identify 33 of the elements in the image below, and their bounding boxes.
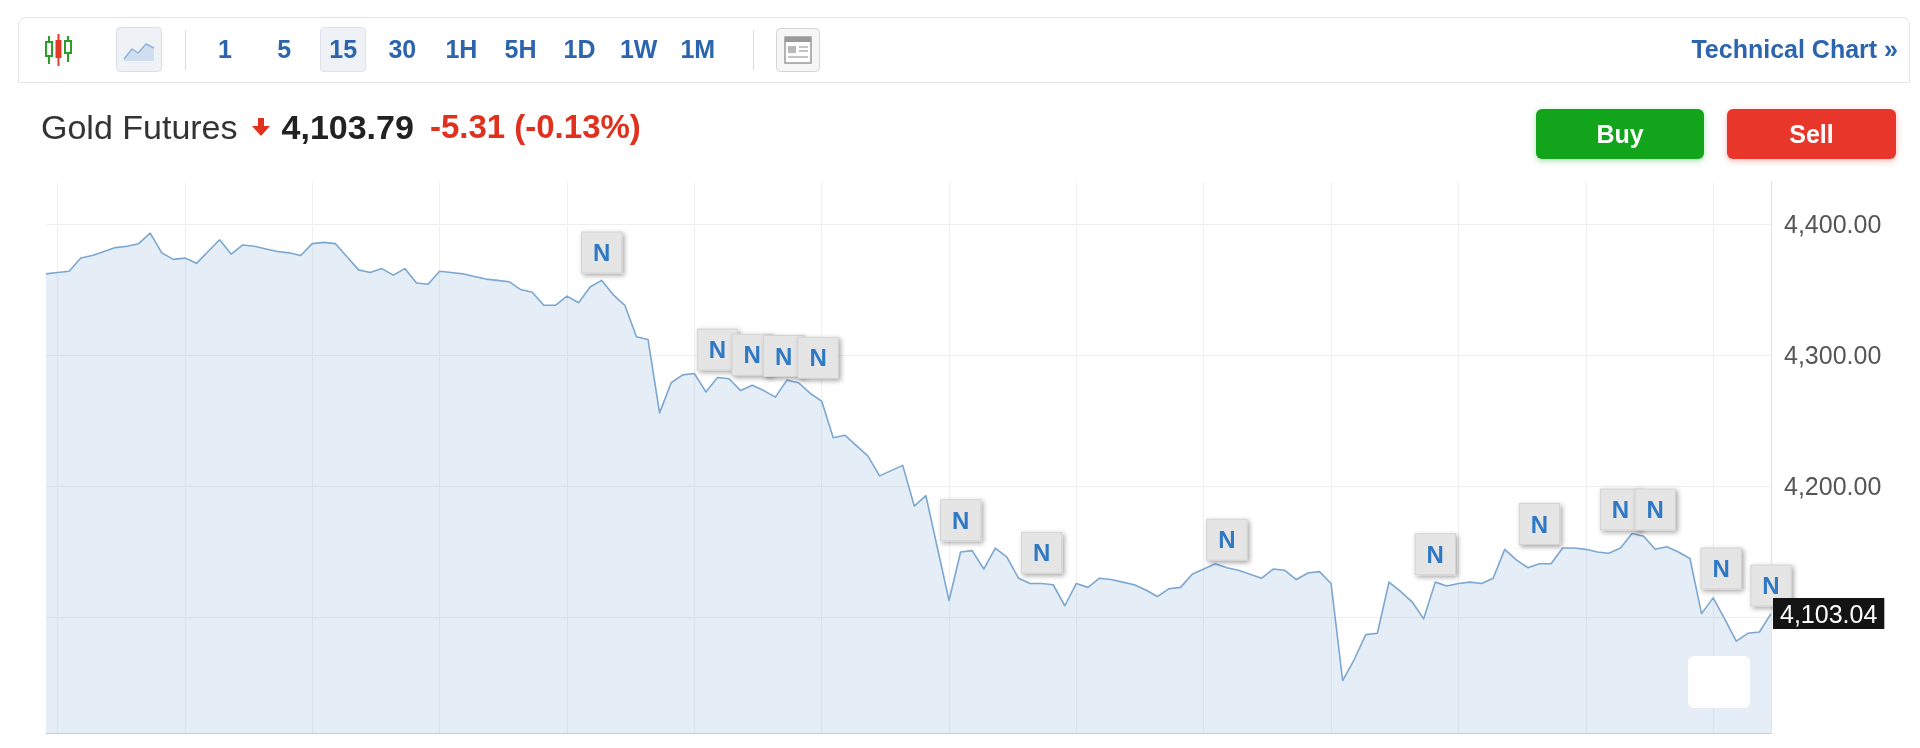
text: 5H [504,35,537,64]
data-label: N [708,335,727,363]
data-label: N [1032,539,1051,567]
chart-subtitle: 4,103.79 [281,107,414,147]
text: 30 [388,35,417,64]
text: 15 [329,35,358,64]
data-label: N [1218,526,1236,554]
sell-button: Sell [1727,109,1896,159]
data-label: N [1712,555,1730,583]
data-label: N [775,342,793,370]
text: Technical Chart » [1691,34,1898,64]
data-label: N [1762,572,1780,600]
text: 1W [619,35,658,64]
data-label: N [1530,510,1549,538]
text: -5.31 (-0.13%) [429,108,641,146]
data-label: N [743,341,761,369]
data-label: N [1646,496,1664,524]
data-label: N [809,344,827,372]
data-label: N [1611,496,1630,524]
buy-button: Buy [1536,109,1704,159]
data-label: N [951,506,970,534]
y-tick-label: 4,200.00 [1784,472,1882,501]
text: 1 [218,35,232,64]
data-label: N [593,238,611,266]
text: 5 [277,35,292,64]
y-tick-label: 4,300.00 [1784,341,1882,370]
y-tick-label: 4,400.00 [1784,209,1882,238]
text: 1H [445,35,478,64]
text: 1M [680,35,716,64]
text: 4,103.04 [1780,599,1878,628]
text: 1D [563,35,596,64]
data-label: N [1426,540,1444,568]
chart-title: Gold Futures [41,107,238,147]
